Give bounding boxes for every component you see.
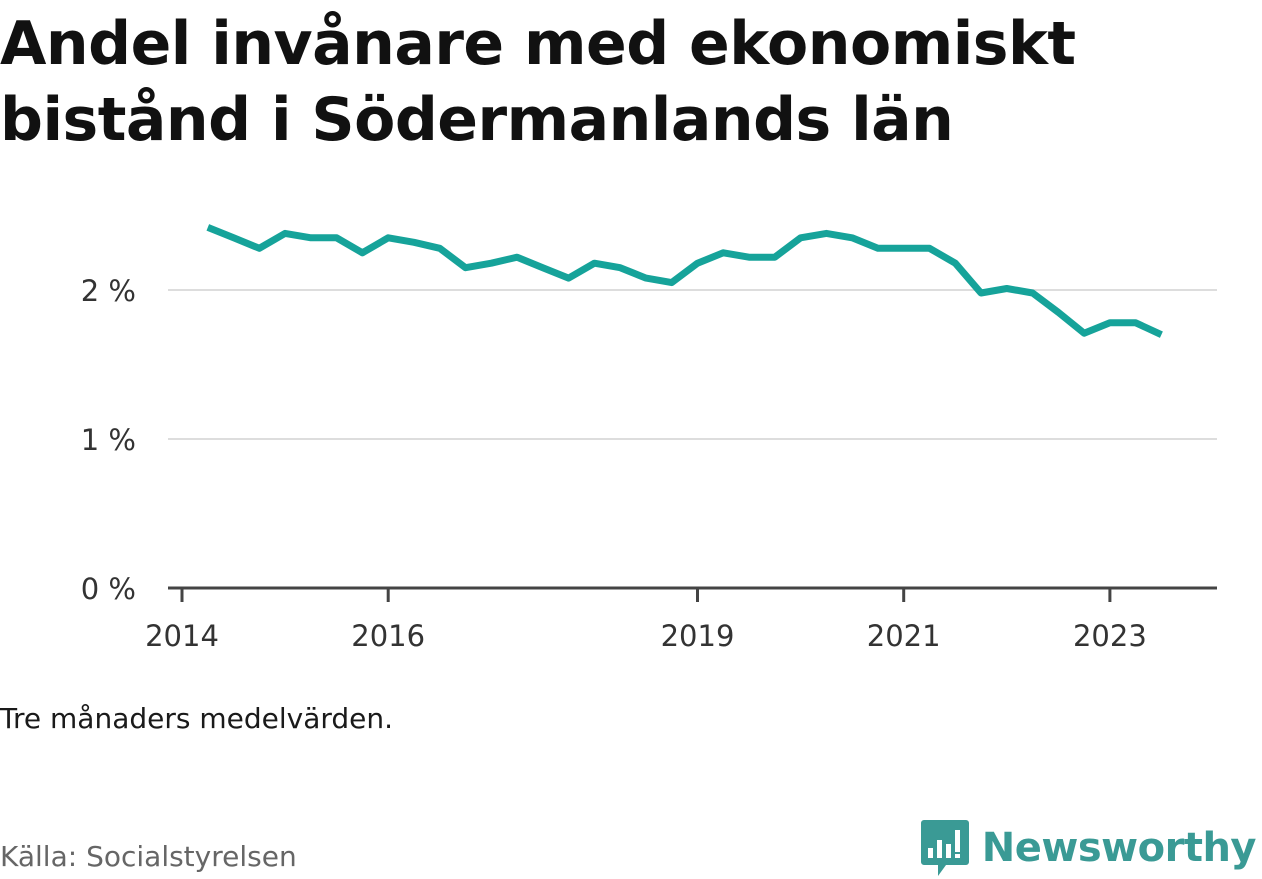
y-tick-label: 2 % [81, 274, 136, 308]
chart-title: Andel invånare med ekonomiskt bistånd i … [0, 9, 1076, 155]
chart-note: Tre månaders medelvärden. [0, 702, 394, 735]
line-chart: 0 % 1 % 2 % 2014 2016 2019 2021 2023 [81, 224, 1217, 653]
series-line [206, 224, 1163, 338]
source-label: Källa: Socialstyrelsen [0, 840, 297, 873]
x-axis [168, 586, 1217, 602]
y-tick-label: 0 % [81, 572, 136, 606]
x-tick-label: 2023 [1073, 619, 1147, 653]
series-line-layer [206, 224, 1163, 338]
brand-name: Newsworthy [981, 825, 1257, 871]
x-tick-label: 2016 [351, 619, 425, 653]
x-tick-label: 2019 [661, 619, 735, 653]
brand-logo[interactable]: Newsworthy [920, 818, 1257, 878]
x-tick-label: 2014 [145, 619, 219, 653]
newsworthy-logo-icon [920, 820, 969, 876]
grid-lines [168, 289, 1217, 440]
y-tick-label: 1 % [81, 423, 136, 457]
x-tick-label: 2021 [867, 619, 941, 653]
y-axis-labels: 0 % 1 % 2 % [81, 274, 136, 606]
x-axis-labels: 2014 2016 2019 2021 2023 [145, 619, 1147, 653]
